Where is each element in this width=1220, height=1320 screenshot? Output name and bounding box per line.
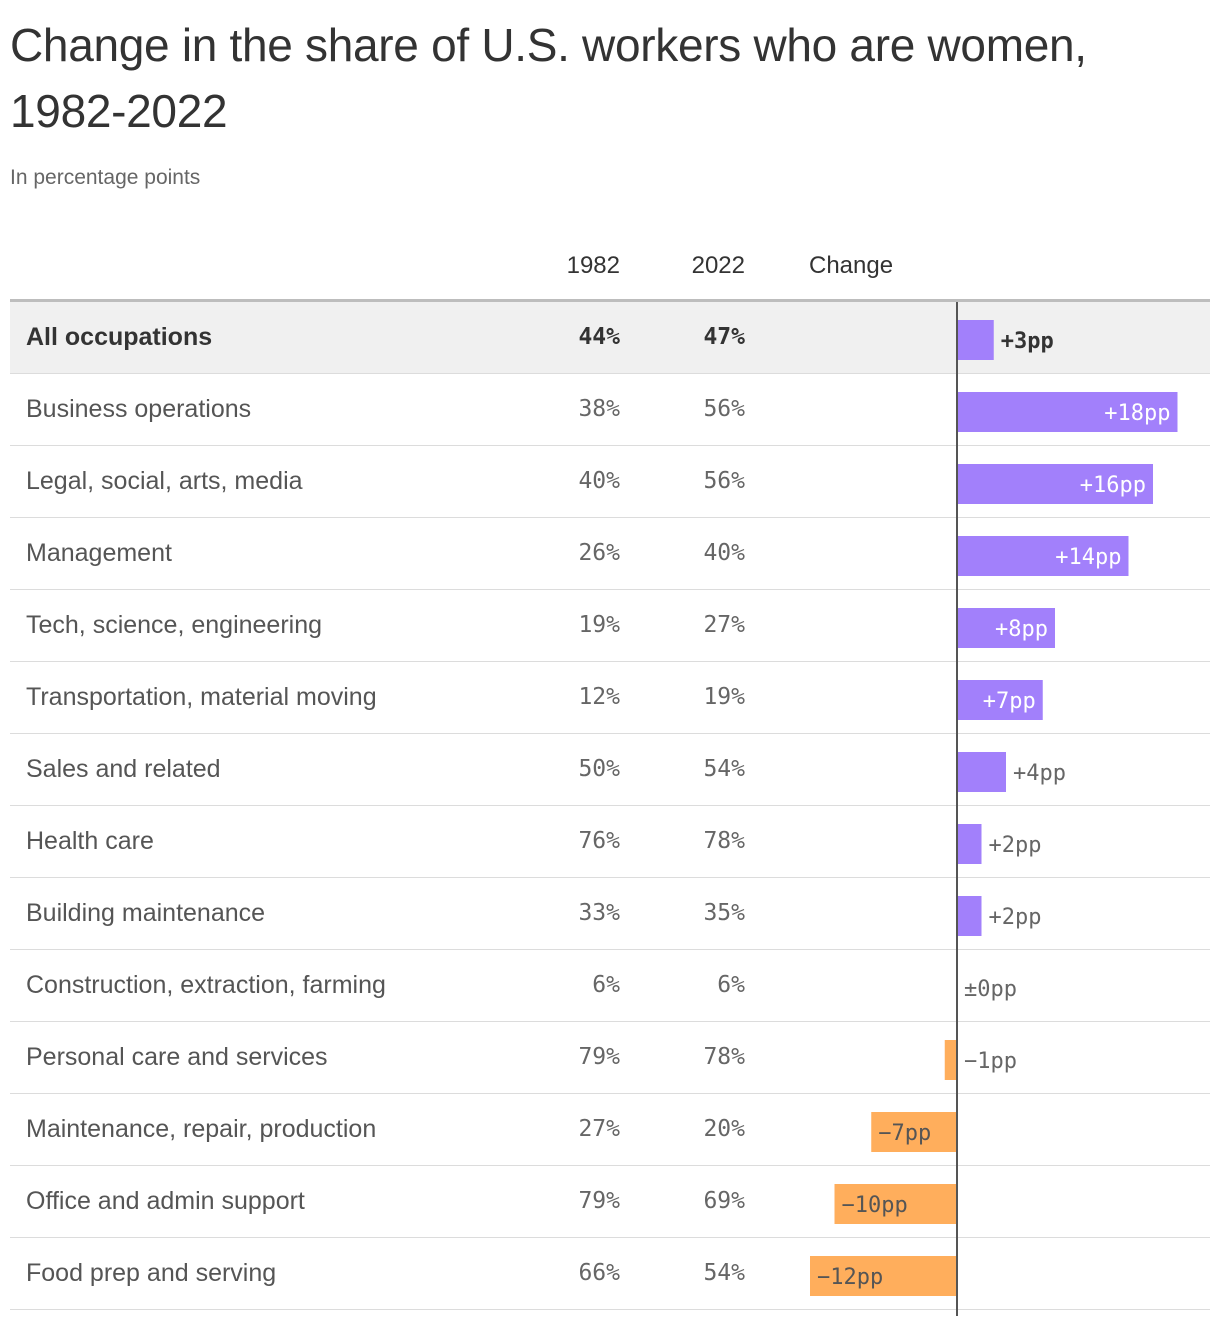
value-2022: 20% xyxy=(703,1116,745,1142)
value-2022: 47% xyxy=(703,324,745,350)
value-1982: 66% xyxy=(578,1260,620,1286)
table-row: Sales and related 50% 54% xyxy=(10,734,1210,806)
value-1982: 33% xyxy=(578,900,620,926)
value-1982: 79% xyxy=(578,1188,620,1214)
value-1982: 50% xyxy=(578,756,620,782)
column-header-1982: 1982 xyxy=(566,252,620,279)
column-header-2022: 2022 xyxy=(691,252,745,279)
row-label: Building maintenance xyxy=(26,899,266,927)
value-2022: 19% xyxy=(703,684,745,710)
table-row: Personal care and services 79% 78% xyxy=(10,1022,1210,1094)
table-row: Building maintenance 33% 35% xyxy=(10,878,1210,950)
row-label: Personal care and services xyxy=(26,1043,328,1071)
value-1982: 76% xyxy=(578,828,620,854)
value-2022: 54% xyxy=(703,1260,745,1286)
row-label: Maintenance, repair, production xyxy=(26,1115,377,1143)
row-label: Food prep and serving xyxy=(26,1259,277,1287)
row-label: Transportation, material moving xyxy=(26,683,377,711)
table-body: All occupations 44% 47% Business operations… xyxy=(10,302,1210,1310)
table-row: Transportation, material moving 12% 19% xyxy=(10,662,1210,734)
row-label: Legal, social, arts, media xyxy=(26,467,303,495)
value-2022: 6% xyxy=(717,972,745,998)
chart-title: Change in the share of U.S. workers who … xyxy=(10,19,1087,137)
table-row: Office and admin support 79% 69% xyxy=(10,1166,1210,1238)
table-row: Legal, social, arts, media 40% 56% xyxy=(10,446,1210,518)
value-2022: 56% xyxy=(703,396,745,422)
table-row: Tech, science, engineering 19% 27% xyxy=(10,590,1210,662)
value-2022: 69% xyxy=(703,1188,745,1214)
table-row: All occupations 44% 47% xyxy=(10,302,1210,374)
value-1982: 27% xyxy=(578,1116,620,1142)
value-1982: 44% xyxy=(578,324,620,350)
table-row: Health care 76% 78% xyxy=(10,806,1210,878)
column-header-change: Change xyxy=(809,252,894,279)
value-1982: 12% xyxy=(578,684,620,710)
row-label: Management xyxy=(26,539,172,567)
row-label: Health care xyxy=(26,827,154,855)
row-label: Office and admin support xyxy=(26,1187,305,1215)
table-row: Construction, extraction, farming 6% 6% xyxy=(10,950,1210,1022)
value-1982: 26% xyxy=(578,540,620,566)
value-2022: 56% xyxy=(703,468,745,494)
header-divider xyxy=(10,299,1210,302)
value-2022: 54% xyxy=(703,756,745,782)
value-1982: 38% xyxy=(578,396,620,422)
row-label: Construction, extraction, farming xyxy=(26,971,386,999)
value-1982: 40% xyxy=(578,468,620,494)
value-1982: 19% xyxy=(578,612,620,638)
table-row: Maintenance, repair, production 27% 20% xyxy=(10,1094,1210,1166)
row-label: Sales and related xyxy=(26,755,221,783)
value-1982: 79% xyxy=(578,1044,620,1070)
value-1982: 6% xyxy=(592,972,620,998)
table-row: Management 26% 40% xyxy=(10,518,1210,590)
row-label: Business operations xyxy=(26,395,252,423)
value-2022: 78% xyxy=(703,828,745,854)
value-2022: 78% xyxy=(703,1044,745,1070)
value-2022: 40% xyxy=(703,540,745,566)
table-row: Business operations 38% 56% xyxy=(10,374,1210,446)
value-2022: 27% xyxy=(703,612,745,638)
value-2022: 35% xyxy=(703,900,745,926)
row-label: All occupations xyxy=(26,323,213,351)
table-row: Food prep and serving 66% 54% xyxy=(10,1238,1210,1310)
chart-subtitle: In percentage points xyxy=(10,166,201,189)
row-label: Tech, science, engineering xyxy=(26,611,323,639)
